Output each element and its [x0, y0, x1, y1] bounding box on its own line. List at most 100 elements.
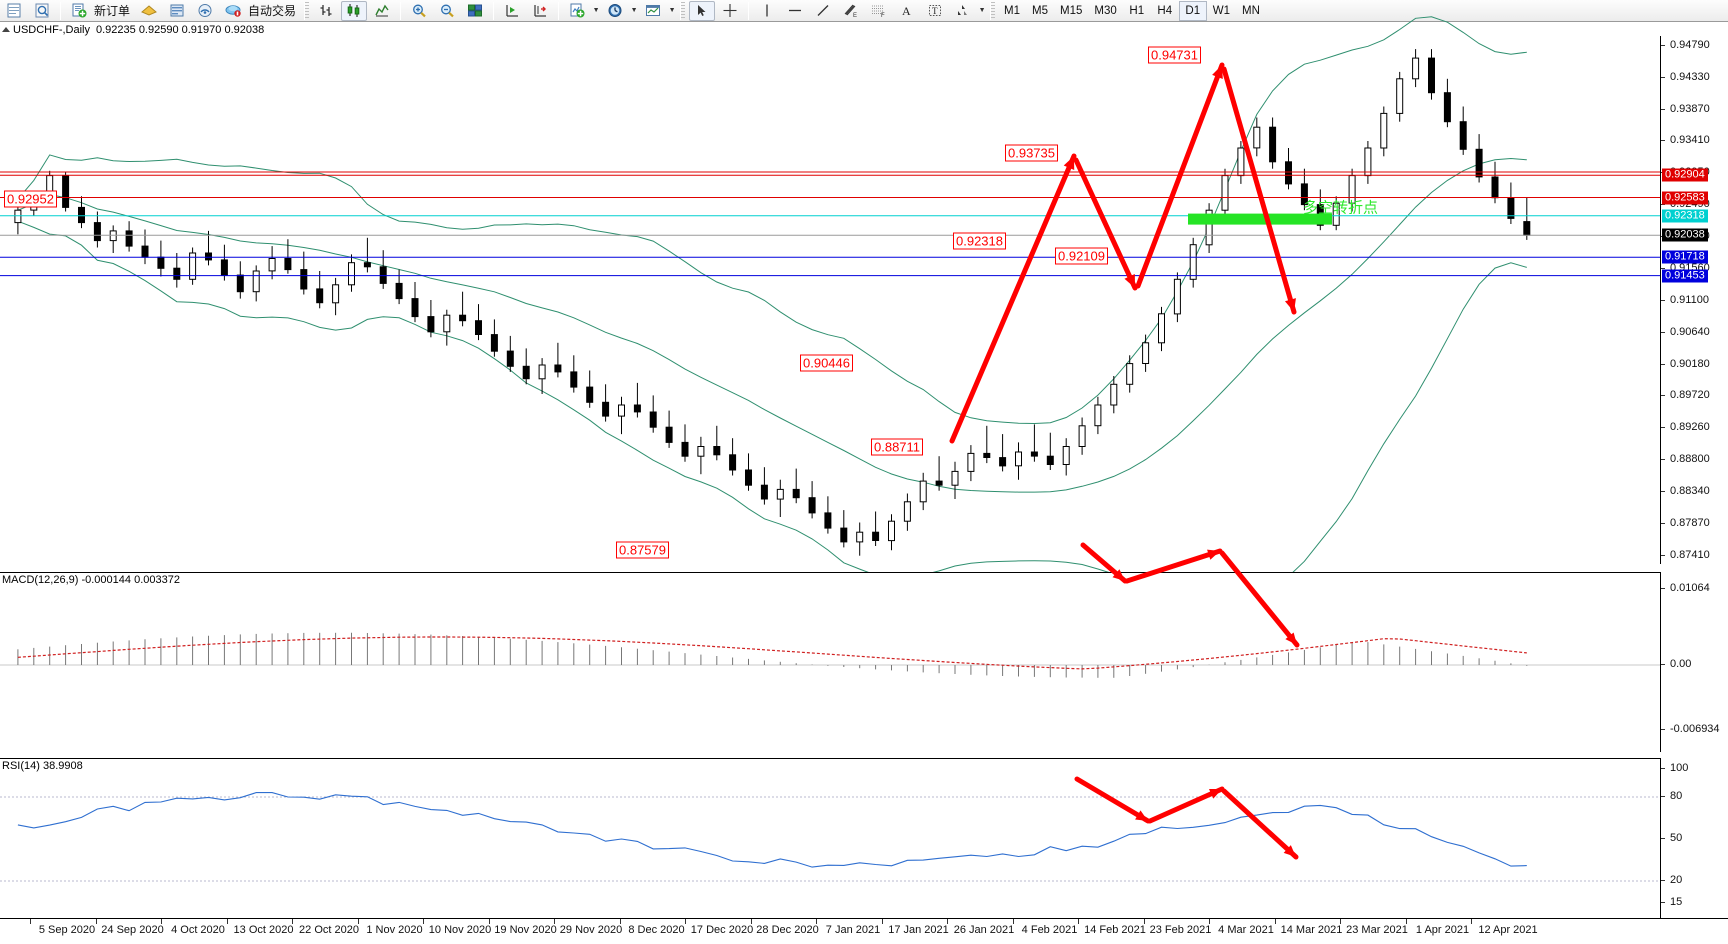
- price-tick-label: 0.87410: [1670, 549, 1710, 562]
- date-tick-label: 17 Dec 2020: [690, 924, 754, 936]
- period-m15[interactable]: M15: [1060, 4, 1083, 17]
- period-mn[interactable]: MN: [1242, 4, 1260, 17]
- rsi-plot: [0, 776, 1660, 882]
- line-chart-icon[interactable]: [369, 1, 395, 21]
- date-tick: [1274, 919, 1276, 924]
- vertical-line-icon[interactable]: [754, 1, 780, 21]
- price-tick: 0.89260: [1661, 421, 1710, 433]
- price-tick-label: 0.90180: [1670, 357, 1710, 370]
- price-tick-label: 0.87870: [1670, 517, 1710, 530]
- data-window-icon[interactable]: [164, 1, 190, 21]
- toolbar-separator: [493, 1, 495, 20]
- price-annotation-label[interactable]: 0.88711: [871, 438, 924, 456]
- periods-icon[interactable]: [602, 1, 628, 21]
- turning-point-note[interactable]: 多空转折点: [1303, 199, 1379, 217]
- period-m5[interactable]: M5: [1032, 4, 1049, 17]
- price-tick: 0.88340: [1661, 485, 1710, 497]
- period-w1[interactable]: W1: [1212, 4, 1231, 17]
- price-pane[interactable]: 0.92952 0.93735 0.94731 0.92318 0.92109 0.904…: [0, 16, 1660, 595]
- new-order-icon[interactable]: [66, 1, 92, 21]
- date-axis[interactable]: 5 Sep 2020 24 Sep 2020 4 Oct 2020 13 Oct 20…: [0, 918, 1728, 944]
- date-tick: [1012, 919, 1014, 924]
- navigator-icon[interactable]: [136, 1, 162, 21]
- period-h1[interactable]: H1: [1129, 4, 1145, 17]
- horizontal-line-icon[interactable]: [782, 1, 808, 21]
- indicators-dropdown-icon[interactable]: ▼: [592, 7, 600, 14]
- mql5-community-icon[interactable]: [192, 1, 218, 21]
- rsi-trend-arrow: [1147, 786, 1225, 824]
- macd-pane[interactable]: MACD(12,26,9) -0.000144 0.003372: [0, 542, 1660, 752]
- indicators-icon[interactable]: [564, 1, 590, 21]
- crosshair-icon[interactable]: [717, 1, 743, 21]
- periods-dropdown-icon[interactable]: ▼: [630, 7, 638, 14]
- price-level-tag[interactable]: 0.92583: [1662, 191, 1708, 204]
- price-level-tag[interactable]: 0.91453: [1662, 269, 1708, 283]
- trend-arrow: [1135, 62, 1225, 289]
- zoom-out-icon[interactable]: [434, 1, 460, 21]
- period-m30[interactable]: M30: [1094, 4, 1117, 17]
- new-order-label[interactable]: 新订单: [94, 4, 131, 18]
- price-level-tag[interactable]: 0.92318: [1662, 209, 1708, 223]
- macd-tick-label: -0.006934: [1670, 723, 1720, 735]
- price-annotation-label[interactable]: 0.92952: [4, 190, 57, 208]
- shapes-dropdown-icon[interactable]: ▼: [978, 7, 986, 14]
- price-level-tag[interactable]: 0.92038: [1662, 228, 1708, 242]
- equidistant-channel-icon[interactable]: E: [838, 1, 864, 21]
- rsi-pane[interactable]: RSI(14) 38.9908: [0, 758, 1660, 918]
- market-watch-icon[interactable]: [29, 1, 55, 21]
- text-icon[interactable]: A: [894, 1, 920, 21]
- zoom-in-icon[interactable]: [406, 1, 432, 21]
- date-tick: [619, 919, 621, 924]
- rsi-title: RSI(14) 38.9908: [2, 760, 83, 772]
- rsi-tick-label: 15: [1670, 896, 1683, 908]
- candlesticks: [14, 49, 1531, 556]
- date-tick-label: 7 Jan 2021: [825, 924, 881, 936]
- fibonacci-icon[interactable]: F: [866, 1, 892, 21]
- toolbar-separator: [400, 1, 402, 20]
- trend-arrow: [949, 153, 1077, 444]
- tile-windows-icon[interactable]: [462, 1, 488, 21]
- shapes-icon[interactable]: [950, 1, 976, 21]
- rsi-axis[interactable]: 100 80 50 20 15: [1660, 758, 1728, 918]
- macd-axis[interactable]: 0.01064 0.00 -0.006934: [1660, 572, 1728, 752]
- arrow-head: [1063, 156, 1075, 170]
- date-tick: [1471, 919, 1472, 924]
- period-h4[interactable]: H4: [1157, 4, 1173, 17]
- templates-dropdown-icon[interactable]: ▼: [668, 7, 676, 14]
- price-annotation-label[interactable]: 0.94731: [1148, 46, 1201, 64]
- candlestick-chart-icon[interactable]: [341, 0, 368, 21]
- date-tick: [292, 919, 293, 924]
- rsi-tick: 15: [1660, 896, 1683, 908]
- macd-trend-arrow: [1124, 548, 1223, 584]
- price-axis[interactable]: 0.947900.943300.938700.934100.929500.924…: [1660, 36, 1728, 564]
- chart-shift-icon[interactable]: [527, 1, 553, 21]
- price-level-tag[interactable]: 0.92904: [1662, 168, 1708, 182]
- bar-chart-icon[interactable]: [313, 1, 339, 21]
- autotrading-label[interactable]: 自动交易: [248, 4, 297, 18]
- autotrading-icon[interactable]: [220, 1, 246, 21]
- toolbar-grip[interactable]: [304, 1, 310, 20]
- period-d1[interactable]: D1: [1178, 0, 1207, 21]
- cursor-icon[interactable]: [689, 0, 716, 21]
- date-tick: [30, 919, 31, 924]
- text-label-icon[interactable]: T: [922, 1, 948, 21]
- price-annotation-label[interactable]: 0.87579: [616, 541, 669, 559]
- price-level-tag[interactable]: 0.91718: [1662, 250, 1708, 264]
- symbol-ohlc: 0.92235 0.92590 0.91970 0.92038: [96, 23, 265, 36]
- price-annotation-label[interactable]: 0.92318: [953, 232, 1006, 250]
- terminal-icon[interactable]: [1, 1, 27, 21]
- price-annotation-label[interactable]: 0.90446: [800, 354, 853, 372]
- trendline-icon[interactable]: [810, 1, 836, 21]
- date-tick-label: 23 Feb 2021: [1149, 924, 1212, 936]
- date-tick: [488, 919, 490, 924]
- price-tick: 0.90640: [1661, 326, 1710, 338]
- toolbar-grip[interactable]: [680, 1, 686, 20]
- macd-trend-arrow: [1219, 550, 1300, 648]
- chart-container[interactable]: 0.92952 0.93735 0.94731 0.92318 0.92109 0.904…: [0, 16, 1728, 944]
- period-m1[interactable]: M1: [1004, 4, 1021, 17]
- toolbar-grip[interactable]: [990, 1, 996, 20]
- price-annotation-label[interactable]: 0.93735: [1005, 144, 1058, 162]
- autoscroll-icon[interactable]: [499, 1, 525, 21]
- templates-icon[interactable]: [640, 1, 666, 21]
- price-annotation-label[interactable]: 0.92109: [1055, 247, 1108, 265]
